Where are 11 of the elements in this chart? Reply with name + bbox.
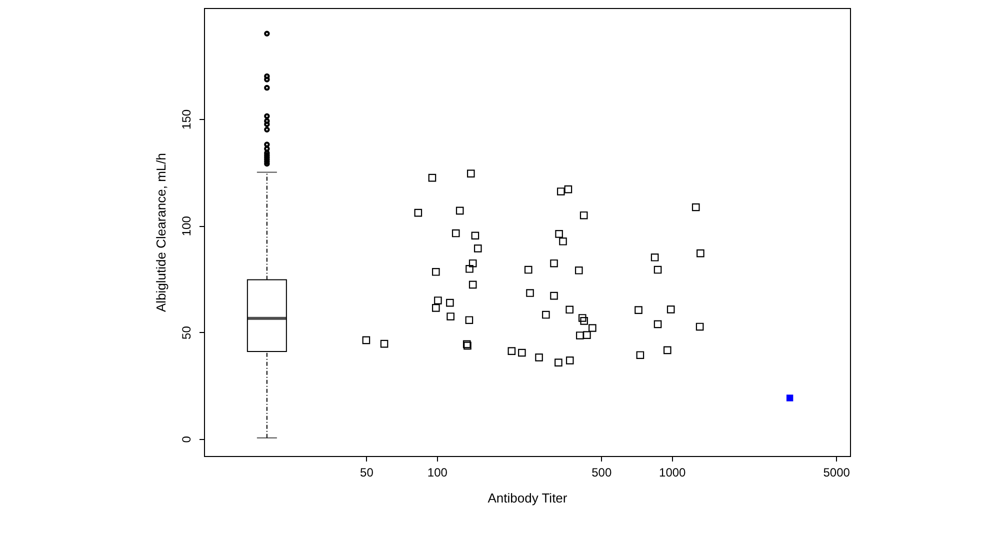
y-tick-label: 0 xyxy=(180,436,194,443)
y-axis-title: Albiglutide Clearance, mL/h xyxy=(154,153,168,312)
x-tick-label: 5000 xyxy=(823,466,850,480)
y-tick-label: 50 xyxy=(180,326,194,340)
x-tick-label: 100 xyxy=(427,466,448,480)
x-tick-label: 500 xyxy=(592,466,612,480)
x-tick-label: 1000 xyxy=(659,466,686,480)
x-tick-label: 50 xyxy=(360,466,374,480)
x-axis-title: Antibody Titer xyxy=(488,490,568,506)
y-tick-label: 150 xyxy=(180,109,194,130)
y-tick-label: 100 xyxy=(180,216,194,236)
